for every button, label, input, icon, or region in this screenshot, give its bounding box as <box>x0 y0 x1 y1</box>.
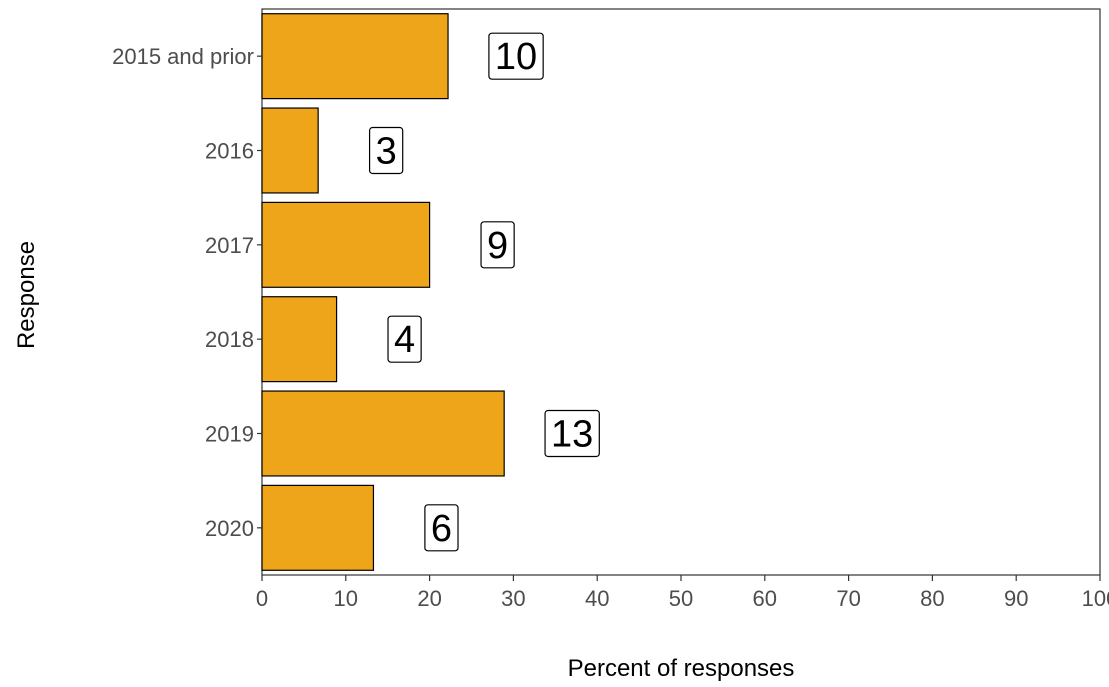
bar <box>261 201 431 288</box>
bar <box>261 484 375 571</box>
x-tick-label: 0 <box>256 586 268 611</box>
data-label: 4 <box>394 319 415 361</box>
y-tick-label: 2020 <box>205 516 254 541</box>
y-tick-label: 2016 <box>205 139 254 164</box>
x-tick-label: 100 <box>1082 586 1109 611</box>
x-axis: 0 10 20 30 40 50 60 70 80 90 100 <box>256 575 1109 611</box>
x-tick-label: 20 <box>417 586 441 611</box>
bar <box>261 390 505 477</box>
data-label: 13 <box>551 414 593 456</box>
panel-border <box>261 8 1101 576</box>
data-label: 3 <box>376 131 397 173</box>
x-tick-label: 30 <box>501 586 525 611</box>
y-tick-label: 2018 <box>205 327 254 352</box>
bar <box>261 13 449 100</box>
data-label: 9 <box>487 225 508 267</box>
x-tick-label: 10 <box>334 586 358 611</box>
y-tick-label: 2015 and prior <box>112 44 254 69</box>
data-label: 10 <box>495 36 537 78</box>
data-label: 6 <box>431 508 452 550</box>
x-tick-label: 90 <box>1004 586 1028 611</box>
data-label-box <box>480 221 515 269</box>
data-label-box <box>368 126 404 175</box>
x-tick-label: 70 <box>836 586 860 611</box>
bars-group <box>261 13 505 571</box>
x-tick-label: 80 <box>920 586 944 611</box>
x-tick-label: 50 <box>669 586 693 611</box>
bar <box>261 107 319 194</box>
data-label-box <box>544 409 600 458</box>
x-tick-label: 60 <box>753 586 777 611</box>
data-label-box <box>387 315 422 363</box>
x-tick-label: 40 <box>585 586 609 611</box>
y-tick-label: 2019 <box>205 422 254 447</box>
data-labels-group: 10 3 9 4 13 6 <box>368 32 600 552</box>
y-tick-label: 2017 <box>205 233 254 258</box>
x-axis-title: Percent of responses <box>568 655 795 682</box>
data-label-box <box>488 32 544 80</box>
y-axis: 2015 and prior 2016 2017 2018 2019 2020 <box>112 44 262 541</box>
y-axis-title: Response <box>13 241 40 349</box>
bar <box>261 296 338 383</box>
data-label-box <box>424 504 459 552</box>
